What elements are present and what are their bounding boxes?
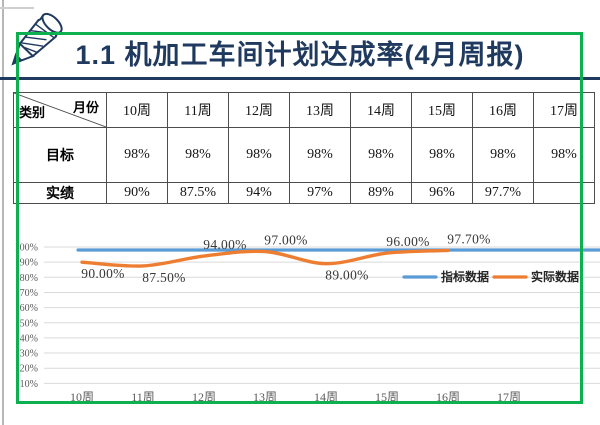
data-label: 89.00%: [325, 268, 368, 283]
legend-item-actual[interactable]: 实际数据: [531, 269, 579, 284]
table-header-cell[interactable]: 14周: [350, 92, 412, 128]
slide-edge-left: [2, 0, 4, 425]
x-axis-label: 16周: [436, 390, 460, 404]
x-axis-label: 12周: [192, 390, 216, 404]
x-axis-label: 10周: [70, 390, 94, 404]
table-header-cell[interactable]: 11周: [167, 92, 229, 128]
table-row-label[interactable]: 目标: [13, 127, 107, 183]
y-axis-label: 10%: [20, 379, 38, 390]
data-label: 97.00%: [264, 233, 307, 248]
y-axis-label: 70%: [20, 288, 38, 299]
table-value-cell[interactable]: 87.5%: [167, 182, 229, 204]
table-value-cell[interactable]: [533, 182, 595, 204]
y-axis-label: 30%: [20, 349, 38, 360]
legend-item-target[interactable]: 指标数据: [441, 269, 489, 284]
pencil-icon: [11, 12, 63, 66]
table-value-cell[interactable]: 96%: [411, 182, 473, 204]
x-axis-label: 11周: [131, 390, 155, 404]
data-label: 97.70%: [447, 233, 490, 246]
table-value-cell[interactable]: 97.7%: [472, 182, 534, 204]
table-header-cell[interactable]: 12周: [228, 92, 290, 128]
data-table[interactable]: 月份 类别 10周 11周 12周 13周 14周 15周 16周 17周 目标 98% 98% 98% 9…: [13, 92, 595, 204]
table-header-cell[interactable]: 16周: [472, 92, 534, 128]
table-value-cell[interactable]: 90%: [106, 182, 168, 204]
y-axis-label: 80%: [20, 273, 38, 284]
title-underline: [0, 77, 600, 80]
table-value-cell[interactable]: 98%: [411, 127, 473, 183]
y-axis-label: 90%: [20, 258, 38, 269]
table-value-cell[interactable]: 98%: [228, 127, 290, 183]
y-axis-label: 50%: [20, 318, 38, 329]
table-value-cell[interactable]: 89%: [350, 182, 412, 204]
table-header-cell[interactable]: 15周: [411, 92, 473, 128]
table-value-cell[interactable]: 94%: [228, 182, 290, 204]
x-axis-label: 17周: [497, 390, 521, 404]
table-header-cell[interactable]: 10周: [106, 92, 168, 128]
data-label: 94.00%: [203, 237, 246, 252]
table-value-cell[interactable]: 98%: [350, 127, 412, 183]
table-value-cell[interactable]: 98%: [289, 127, 351, 183]
slide-edge-top: [0, 7, 34, 9]
page-title[interactable]: 1.1 机加工车间计划达成率(4月周报): [75, 40, 525, 70]
table-row-label[interactable]: 实绩: [13, 182, 107, 204]
y-axis-label: 40%: [20, 333, 38, 344]
table-value-cell[interactable]: 98%: [106, 127, 168, 183]
actual-line[interactable]: [80, 248, 450, 268]
chart[interactable]: 10% 20% 30% 40% 50% 60% 70% 80% 90% 100% 10周 11周 12周…: [0, 233, 600, 425]
table-value-cell[interactable]: 97%: [289, 182, 351, 204]
y-axis-label: 20%: [20, 364, 38, 375]
table-value-cell[interactable]: 98%: [533, 127, 595, 183]
y-axis-label: 100%: [15, 243, 38, 254]
table-value-cell[interactable]: 98%: [167, 127, 229, 183]
y-axis-label: 60%: [20, 303, 38, 314]
corner-label-month: 月份: [72, 100, 99, 115]
table-corner-cell[interactable]: 月份 类别: [13, 92, 107, 128]
table-header-cell[interactable]: 13周: [289, 92, 351, 128]
data-label: 90.00%: [81, 266, 124, 281]
x-axis-label: 13周: [253, 390, 277, 404]
diagonal-divider: [14, 93, 106, 127]
data-label: 96.00%: [386, 234, 429, 249]
table-value-cell[interactable]: 98%: [472, 127, 534, 183]
table-header-cell[interactable]: 17周: [533, 92, 595, 128]
corner-label-category: 类别: [19, 105, 46, 120]
x-axis-label: 15周: [375, 390, 399, 404]
data-label: 87.50%: [142, 270, 185, 285]
x-axis-label: 14周: [314, 390, 338, 404]
